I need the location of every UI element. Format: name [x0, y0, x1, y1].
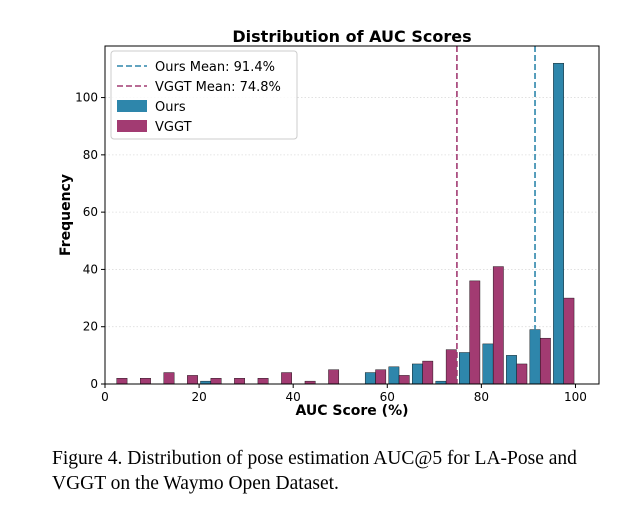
bar-ours: [506, 355, 517, 385]
legend-label: VGGT: [155, 120, 192, 135]
bar-vggt: [116, 378, 128, 385]
legend-box: [110, 50, 298, 140]
y-tick-label: 100: [75, 91, 98, 105]
legend-label: VGGT Mean: 74.8%: [155, 80, 281, 95]
bar-ours: [553, 62, 564, 385]
y-tick-label: 80: [83, 148, 98, 162]
bar-vggt: [516, 363, 528, 385]
bar-vggt: [140, 378, 151, 385]
bar-vggt: [187, 375, 198, 385]
bar-vggt: [492, 266, 504, 385]
auc-histogram-chart: Distribution of AUC Scores 0 20 40 60 80 1000…: [58, 27, 600, 419]
x-tick-label: 100: [564, 390, 587, 404]
bar-vggt: [539, 337, 551, 385]
bar-ours: [364, 372, 376, 385]
grid-lines: [105, 97, 599, 385]
y-tick-label: 0: [90, 377, 98, 391]
bar-ours: [459, 352, 470, 385]
y-tick-label: 40: [83, 262, 98, 276]
chart-title: Distribution of AUC Scores: [232, 27, 471, 46]
bar-ours: [482, 343, 494, 385]
legend-patch-swatch: [117, 120, 147, 132]
x-tick-label: 0: [101, 390, 109, 404]
mean-lines: [456, 46, 536, 384]
bar-vggt: [422, 360, 434, 385]
bar-vggt: [234, 378, 245, 385]
bar-vggt: [328, 369, 340, 385]
x-axis-label: AUC Score (%): [295, 403, 408, 419]
bar-vggt: [445, 349, 457, 385]
x-tick-label: 40: [286, 390, 301, 404]
bar-vggt: [375, 369, 387, 385]
bar-vggt: [563, 297, 575, 385]
bar-vggt: [257, 378, 269, 385]
bar-vggt: [398, 375, 410, 385]
y-axis-label: Frequency: [58, 174, 74, 256]
bar-ours: [412, 363, 423, 385]
bar-ours: [388, 366, 400, 385]
bar-vggt: [469, 280, 481, 385]
y-tick-label: 20: [83, 320, 98, 334]
x-tick-label: 80: [474, 390, 489, 404]
legend-label: Ours Mean: 91.4%: [155, 60, 275, 75]
legend-label: Ours: [155, 100, 186, 115]
bars: [116, 62, 575, 385]
x-tick-label: 20: [191, 390, 206, 404]
y-tick-label: 60: [83, 205, 98, 219]
x-tick-label: 60: [380, 390, 395, 404]
bar-vggt: [281, 372, 292, 385]
legend: Ours Mean: 91.4% VGGT Mean: 74.8% Ours VGGT: [110, 50, 298, 140]
legend-patch-swatch: [117, 100, 147, 112]
plot-frame: [104, 45, 600, 385]
axis-ticks: 0 20 40 60 80 100 0 20 40 60 80 100: [75, 91, 587, 404]
bar-vggt: [163, 372, 175, 385]
bar-vggt: [210, 378, 222, 385]
figure-caption: Figure 4. Distribution of pose estimatio…: [52, 448, 577, 494]
